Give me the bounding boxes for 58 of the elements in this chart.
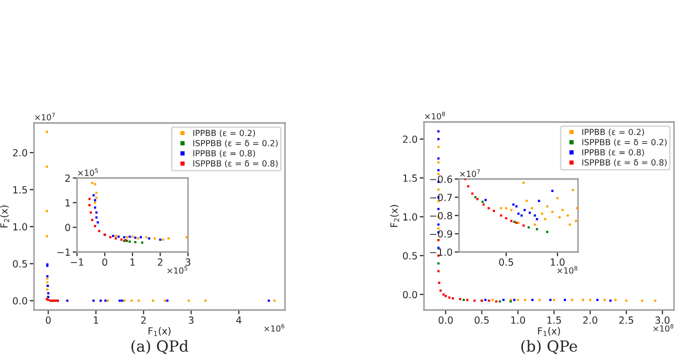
- y-tick-label: 2: [65, 174, 70, 182]
- y-axis-title: F$_{2}$(x): [0, 206, 10, 228]
- y-tick-label: 2.0: [13, 149, 28, 156]
- x-tick-label: 3: [186, 258, 190, 266]
- annotation: ×10$^{8}$: [557, 266, 578, 274]
- x-axis-title: F$_{1}$(x): [148, 327, 170, 336]
- x-tick-label: 2.5: [619, 316, 634, 324]
- text: ×10$^{7}$: [35, 112, 55, 120]
- y-tick-label: 0.5: [402, 252, 417, 260]
- x-tick-label: 0: [102, 258, 108, 266]
- legend-label: ISPPBB (ε = δ = 0.8): [193, 160, 278, 168]
- x-tick-label: 1: [130, 258, 135, 266]
- annotation: ×10$^{5}$: [78, 168, 98, 176]
- x-tick-label: 1.0: [511, 316, 526, 324]
- legend-label: ISPPBB (ε = δ = 0.8): [582, 159, 667, 167]
- y-tick-label: −0.6: [430, 175, 452, 183]
- x-tick-label: 0: [46, 316, 51, 324]
- y-tick-label: 1.0: [13, 223, 28, 230]
- x-tick-label: 1.5: [547, 316, 561, 324]
- legend-label: IPPBB (ε = 0.8): [193, 150, 255, 158]
- y-tick-label: 2.0: [403, 136, 418, 143]
- annotation: ×10$^{5}$: [167, 266, 188, 274]
- x-tick-label: 1: [94, 316, 98, 324]
- legend-label: IPPBB (ε = 0.2): [582, 128, 644, 136]
- y-tick-label: 0: [65, 224, 70, 232]
- y-tick-label: −0.9: [430, 230, 452, 238]
- y-axis-title: F$_{2}$(x): [390, 205, 400, 227]
- y-tick-label: 1.5: [403, 174, 417, 182]
- legend-label: ISPPBB (ε = δ = 0.2): [193, 140, 278, 148]
- legend-label: ISPPBB (ε = δ = 0.2): [582, 138, 667, 146]
- text: ×10$^{6}$: [264, 324, 284, 332]
- annotation: ×10$^{7}$: [460, 169, 480, 177]
- y-tick-label: 1.0: [403, 213, 418, 221]
- text: ×10$^{8}$: [425, 112, 445, 120]
- y-tick-label: 1.5: [13, 186, 27, 194]
- y-tick-label: −0.7: [430, 194, 452, 202]
- y-tick-label: −0.8: [430, 212, 452, 220]
- y-tick-label: −1: [57, 248, 70, 256]
- x-tick-label: 1.0: [550, 258, 565, 266]
- x-tick-label: 3.0: [655, 316, 670, 324]
- x-axis-title: F$_{1}$(x): [538, 327, 560, 336]
- y-tick-label: 1: [66, 199, 70, 206]
- x-tick-label: 0.5: [499, 258, 514, 266]
- legend-label: IPPBB (ε = 0.8): [582, 148, 644, 156]
- x-tick-label: 0.5: [474, 316, 489, 324]
- text: ×10$^{8}$: [653, 324, 674, 332]
- y-tick-label: 0.0: [12, 297, 28, 305]
- x-tick-label: 2.0: [583, 316, 598, 324]
- y-tick-label: 0.0: [402, 290, 418, 298]
- x-tick-label: 2: [141, 316, 146, 324]
- y-tick-label: −1.0: [430, 248, 452, 256]
- x-tick-label: 2: [158, 258, 162, 266]
- legend-label: IPPBB (ε = 0.2): [193, 130, 255, 138]
- text: (b) QPe: [521, 340, 578, 354]
- text: (a) QPd: [131, 340, 188, 354]
- x-tick-label: 4: [236, 316, 242, 324]
- x-tick-label: 3: [188, 316, 194, 324]
- x-tick-label: −1: [70, 258, 84, 266]
